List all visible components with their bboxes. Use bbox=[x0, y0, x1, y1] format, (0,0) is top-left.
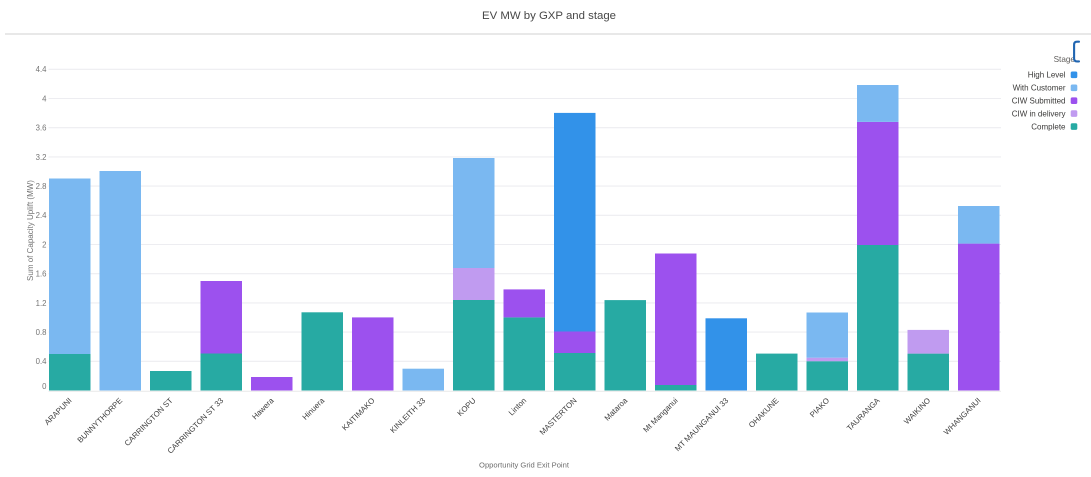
svg-text:0.8: 0.8 bbox=[36, 328, 47, 337]
svg-text:3.2: 3.2 bbox=[36, 153, 47, 162]
svg-text:EV MW by GXP and stage: EV MW by GXP and stage bbox=[482, 10, 616, 22]
svg-text:0: 0 bbox=[42, 382, 47, 391]
svg-text:CIW in delivery: CIW in delivery bbox=[1012, 110, 1066, 119]
svg-text:With Customer: With Customer bbox=[1013, 84, 1066, 93]
svg-text:Sum of Capacity Uplift (MW): Sum of Capacity Uplift (MW) bbox=[26, 180, 35, 281]
svg-text:4.4: 4.4 bbox=[36, 65, 48, 74]
svg-text:Opportunity Grid Exit Point: Opportunity Grid Exit Point bbox=[479, 461, 570, 470]
svg-text:Complete: Complete bbox=[1031, 123, 1066, 132]
svg-text:2.8: 2.8 bbox=[36, 182, 47, 191]
svg-text:High Level: High Level bbox=[1028, 71, 1066, 80]
svg-text:2.4: 2.4 bbox=[36, 211, 48, 220]
svg-text:CIW Submitted: CIW Submitted bbox=[1012, 97, 1066, 106]
svg-text:2: 2 bbox=[42, 240, 46, 249]
svg-text:4: 4 bbox=[42, 94, 47, 103]
svg-text:Stage: Stage bbox=[1054, 55, 1076, 64]
svg-text:0.4: 0.4 bbox=[36, 357, 48, 366]
svg-text:1.2: 1.2 bbox=[36, 299, 47, 308]
svg-text:3.6: 3.6 bbox=[36, 124, 47, 133]
svg-text:1.6: 1.6 bbox=[36, 270, 47, 279]
